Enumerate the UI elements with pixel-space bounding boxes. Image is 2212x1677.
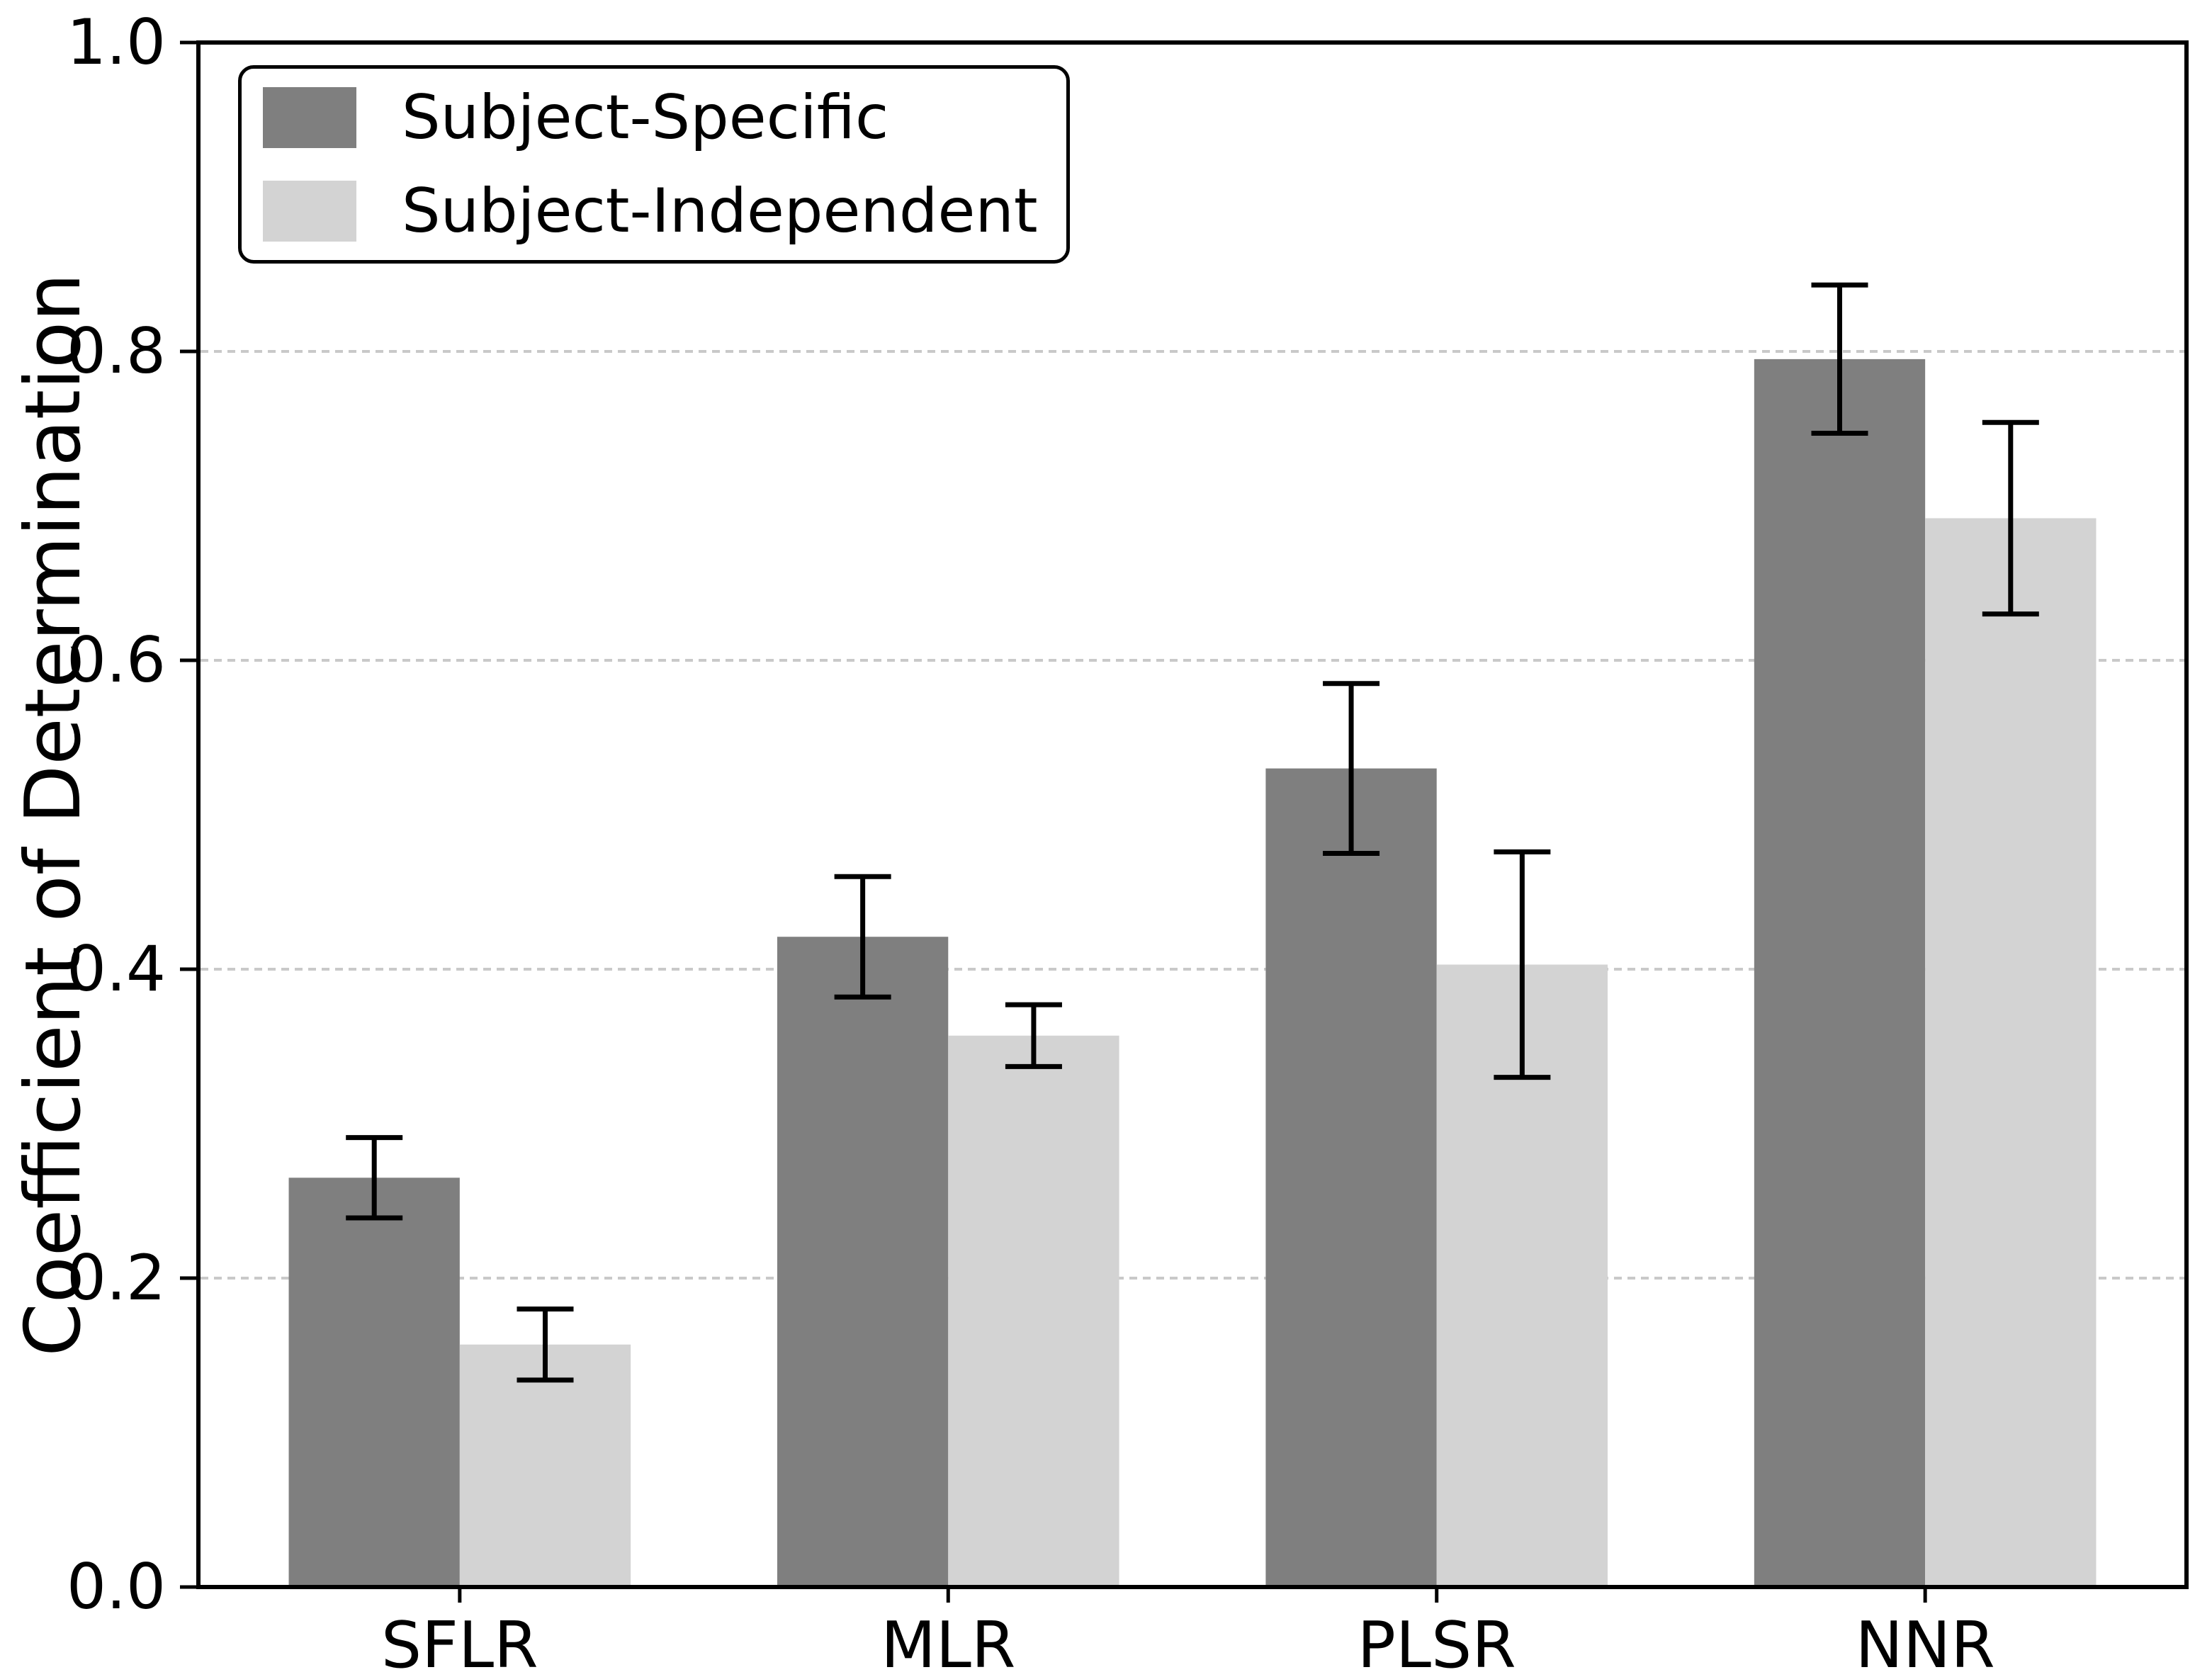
legend-label-subject-specific: Subject-Specific — [402, 82, 889, 153]
bar-subject-specific-sflr — [288, 1178, 460, 1587]
legend-item-subject-specific: Subject-Specific — [263, 87, 1038, 148]
y-tick-label-0.8: 0.8 — [67, 315, 166, 388]
x-tick-label-sflr: SFLR — [381, 1608, 538, 1677]
y-axis-title: Coefficient of Determination — [9, 273, 98, 1357]
y-tick-label-0.2: 0.2 — [67, 1241, 166, 1314]
x-tick-label-nnr: NNR — [1855, 1608, 1995, 1677]
bar-subject-independent-sflr — [459, 1344, 631, 1587]
bar-subject-specific-plsr — [1265, 768, 1437, 1587]
legend: Subject-Specific Subject-Independent — [238, 65, 1070, 264]
legend-swatch-subject-independent — [263, 181, 356, 242]
plot-frame — [196, 40, 2189, 1589]
y-tick-label-0.0: 0.0 — [67, 1550, 166, 1623]
legend-swatch-subject-specific — [263, 87, 356, 148]
bar-subject-independent-mlr — [948, 1035, 1119, 1587]
y-tick-label-1.0: 1.0 — [67, 6, 166, 79]
y-tick-label-0.6: 0.6 — [67, 623, 166, 696]
x-tick-label-mlr: MLR — [881, 1608, 1016, 1677]
x-tick-label-plsr: PLSR — [1357, 1608, 1516, 1677]
y-tick-label-0.4: 0.4 — [67, 932, 166, 1005]
legend-label-subject-independent: Subject-Independent — [402, 176, 1038, 247]
legend-item-subject-independent: Subject-Independent — [263, 181, 1038, 242]
bar-subject-specific-mlr — [777, 937, 949, 1587]
bar-subject-specific-nnr — [1754, 358, 1926, 1587]
bar-subject-independent-nnr — [1925, 518, 2097, 1588]
